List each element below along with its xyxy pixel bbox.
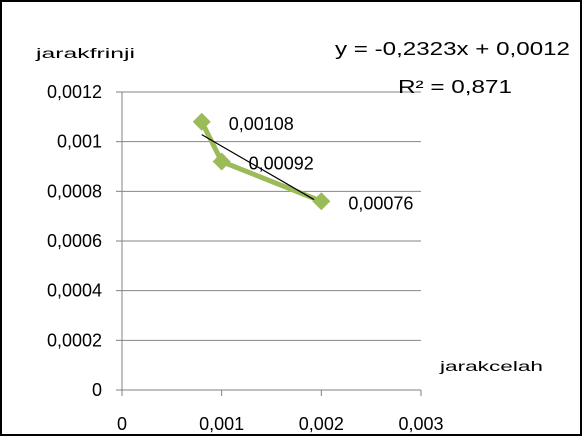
gridlines [122,91,421,341]
data-point-marker [192,112,211,131]
data-point-marker [312,192,331,211]
data-label: 0,00092 [249,154,314,174]
x-tick-label: 0,001 [199,414,244,434]
y-tick-label: 0,0006 [47,231,102,251]
y-axis-title: jarakfrinji [34,45,135,61]
y-tick-label: 0,0008 [47,181,102,201]
x-tick-label: 0,003 [398,414,443,434]
y-tick-label: 0,0004 [47,281,102,301]
trendline-equation: y = -0,2323x + 0,0012 [335,39,570,59]
x-tick-label: 0,002 [299,414,344,434]
x-axis-title: jarakcelah [438,358,543,374]
x-axis-ticks: 0 0,001 0,002 0,003 [117,390,444,434]
data-label: 0,00108 [229,114,294,134]
data-label: 0,00076 [348,193,413,213]
y-tick-label: 0,0002 [47,330,102,350]
x-tick-label: 0 [117,414,127,434]
y-axis-ticks: 0 0,0002 0,0004 0,0006 0,0008 0,001 0,0012 [47,82,122,400]
y-tick-label: 0 [92,380,102,400]
markers-group [192,112,331,211]
y-tick-label: 0,0012 [47,82,102,102]
trendline [201,134,322,205]
r-squared-label: R² = 0,871 [398,77,512,97]
data-labels-group: 0,00108 0,00092 0,00076 [229,114,414,213]
y-tick-label: 0,001 [57,132,102,152]
data-point-marker [212,152,231,171]
